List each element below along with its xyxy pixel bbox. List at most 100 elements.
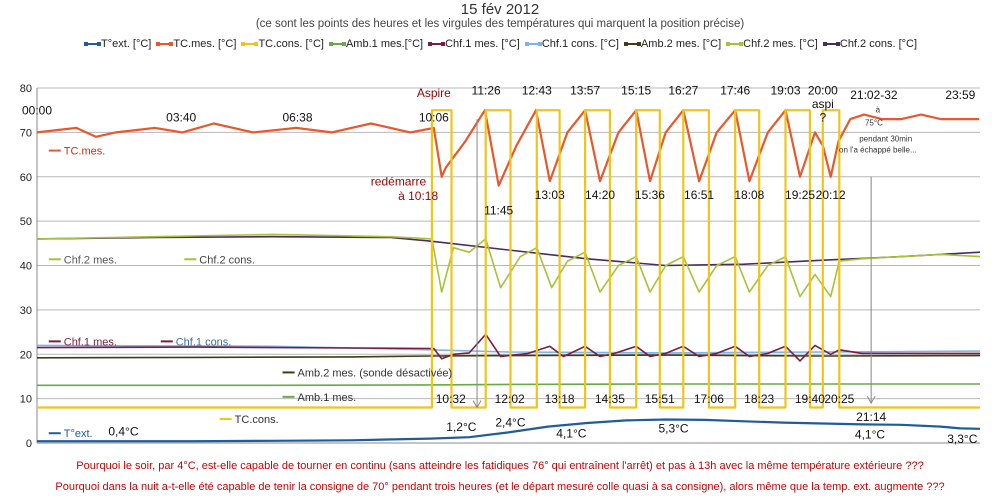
legend-item: Chf.2 mes. [°C]: [726, 38, 818, 50]
inline-label: Chf.2 cons.: [199, 254, 255, 266]
annotation-label: 15:51: [645, 392, 675, 406]
y-tick-label: 20: [20, 349, 32, 361]
series-line-8: [36, 235, 981, 267]
annotation-label: 18:08: [734, 188, 764, 202]
annotation-label: 11:45: [484, 203, 513, 217]
annotation-label: 13:18: [545, 392, 575, 406]
annotation-label: 17:06: [694, 392, 724, 406]
annotation-label: 16:27: [668, 84, 698, 98]
legend-label: Amb.1 mes.[°C]: [345, 38, 424, 50]
annotation-arrowhead: [472, 400, 482, 409]
annotation-label: à: [876, 105, 881, 114]
annotation-label: 16:51: [684, 188, 714, 202]
y-tick-label: 10: [20, 394, 32, 406]
annotation-label: 15:15: [621, 84, 651, 98]
annotation-label: Aspire: [417, 86, 451, 100]
inline-label: T°ext.: [64, 428, 93, 440]
inline-label: Chf.2 mes.: [64, 254, 117, 266]
legend-label: Chf.2 mes. [°C]: [743, 38, 818, 50]
annotation-arrowhead: [866, 395, 876, 405]
legend-label: TC.cons. [°C]: [258, 38, 324, 50]
inline-label: Amb.1 mes.: [298, 392, 357, 404]
chart-legend: T°ext. [°C] TC.mes. [°C] TC.cons. [°C] Amb.…: [84, 38, 924, 50]
annotation-label: 12:43: [522, 84, 552, 98]
annotation-label: 19:40: [795, 392, 825, 406]
legend-label: Chf.1 cons. [°C]: [541, 38, 619, 50]
annotation-label: 06:38: [282, 110, 312, 124]
y-tick-label: 70: [20, 127, 32, 139]
annotation-label: 17:46: [720, 84, 750, 98]
annotation-label: 18:23: [744, 392, 774, 406]
legend-item: Amb.2 mes. [°C]: [623, 38, 722, 50]
annotation-label: 2,4°C: [495, 416, 525, 430]
annotation-label: 14:35: [595, 392, 625, 406]
series-line-1: [36, 109, 980, 187]
annotation-label: 15:36: [635, 188, 665, 202]
annotation-label: 13:57: [570, 84, 600, 98]
y-tick-label: 80: [20, 83, 32, 95]
y-tick-label: 50: [20, 216, 32, 228]
annotation-label: 19:25: [785, 188, 815, 202]
annotation-label: ?: [819, 110, 826, 124]
legend-swatch: [726, 42, 744, 47]
legend-item: Chf.1 cons. [°C]: [524, 38, 619, 50]
legend-swatch: [84, 42, 101, 47]
annotation-label: 10:32: [436, 392, 466, 406]
annotation-label: 00:00: [22, 104, 52, 118]
inline-label: TC.cons.: [235, 414, 279, 426]
question-2: Pourquoi dans la nuit a-t-elle été capab…: [55, 481, 945, 493]
series-line-0: [37, 418, 981, 443]
annotation-label: on l'a échappé belle...: [839, 145, 917, 154]
annotation-label: 1,2°C: [446, 420, 476, 434]
series-line-6: [36, 354, 981, 359]
legend-item: TC.cons. [°C]: [241, 38, 324, 50]
annotation-label: 4,1°C: [855, 428, 885, 442]
annotation-label: 20:25: [824, 392, 854, 406]
chart-subtitle: (ce sont les points des heures et les vi…: [255, 18, 745, 30]
inline-label: Amb.2 mes. (sonde désactivée): [298, 367, 453, 379]
annotation-label: 75°C: [865, 119, 883, 128]
inline-label: Chf.1 mes.: [64, 336, 117, 348]
legend-item: Chf.1 mes. [°C]: [428, 38, 520, 50]
annotation-label: 13:03: [535, 188, 565, 202]
annotation-label: à 10:18: [398, 189, 438, 203]
y-tick-label: 30: [20, 305, 32, 317]
legend-item: T°ext. [°C]: [84, 38, 152, 50]
annotation-label: 4,1°C: [556, 427, 586, 441]
y-tick-label: 40: [20, 261, 32, 273]
legend-label: Amb.2 mes. [°C]: [640, 38, 722, 50]
series-line-2: [37, 109, 980, 409]
annotation-label: 12:02: [495, 392, 525, 406]
legend-item: Amb.1 mes.[°C]: [328, 38, 424, 50]
y-tick-label: 60: [20, 172, 32, 184]
annotation-label: 03:40: [166, 110, 196, 124]
legend-swatch: [822, 42, 840, 47]
legend-label: Chf.2 cons. [°C]: [839, 38, 918, 50]
legend-item: TC.mes. [°C]: [156, 38, 237, 50]
annotation-label: 14:20: [585, 188, 615, 202]
annotation-label: 21:14: [856, 410, 886, 424]
legend-swatch: [428, 42, 446, 47]
legend-item: Chf.2 cons. [°C]: [822, 38, 918, 50]
annotation-label: aspi: [812, 97, 834, 111]
question-1: Pourquoi le soir, par 4°C, est-elle capa…: [76, 460, 924, 472]
legend-swatch: [156, 42, 174, 47]
annotation-label: 0,4°C: [108, 424, 138, 438]
legend-swatch: [623, 42, 641, 47]
inline-label: Chf.1 cons.: [176, 336, 232, 348]
legend-label: T°ext. [°C]: [101, 38, 152, 50]
annotation-label: 3,3°C: [947, 432, 977, 446]
legend-label: Chf.1 mes. [°C]: [445, 38, 520, 50]
annotation-label: 20:00: [808, 84, 838, 98]
legend-swatch: [241, 42, 259, 47]
annotation-label: 19:03: [770, 84, 800, 98]
annotation-label: 5,3°C: [658, 421, 688, 435]
legend-swatch: [524, 42, 542, 47]
annotation-label: redémarre: [371, 175, 427, 189]
inline-label: TC.mes.: [64, 146, 106, 158]
annotation-label: pendant 30min: [859, 134, 912, 143]
annotation-label: 11:26: [472, 84, 501, 98]
legend-label: TC.mes. [°C]: [173, 38, 237, 50]
annotation-label: 21:02-32: [850, 88, 898, 102]
